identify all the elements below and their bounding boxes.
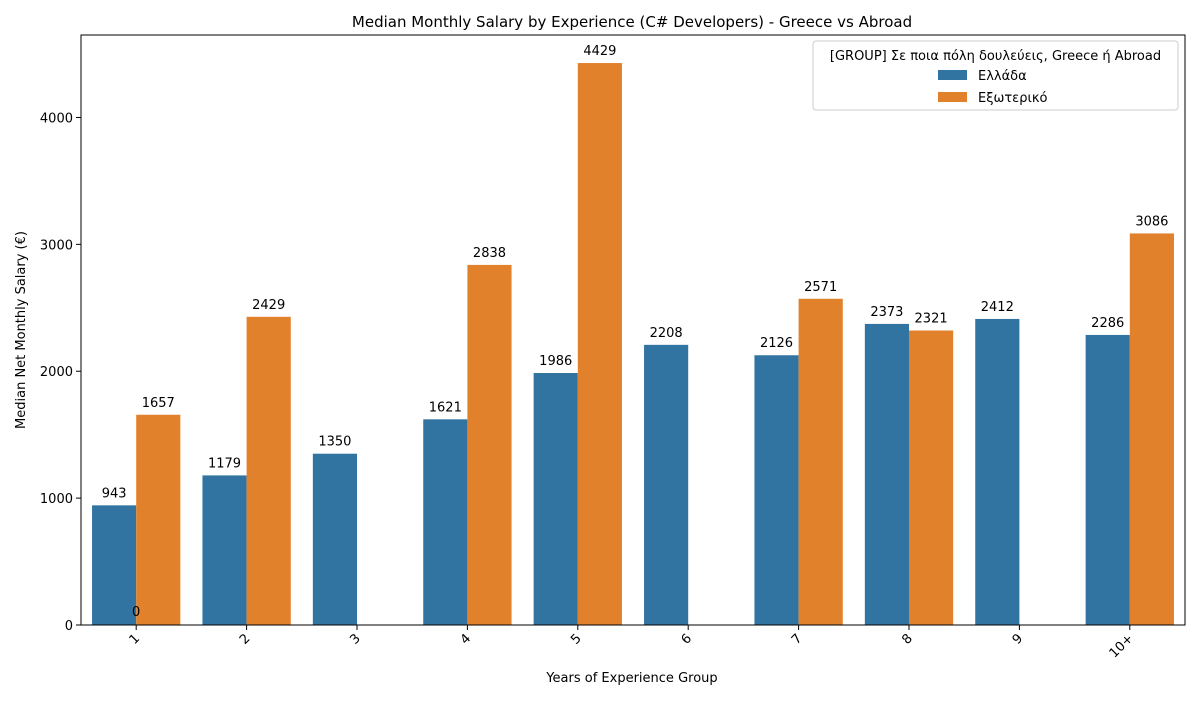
x-tick-label: 9 bbox=[1010, 631, 1026, 647]
bar-greece bbox=[423, 419, 468, 625]
legend-box bbox=[812, 40, 1179, 111]
bar-greece bbox=[92, 505, 137, 625]
data-label: 1621 bbox=[429, 400, 462, 415]
bar-greece bbox=[202, 475, 247, 625]
data-label: 1657 bbox=[142, 396, 175, 411]
data-label: 2286 bbox=[1091, 316, 1124, 331]
bar-greece bbox=[533, 373, 578, 625]
legend-title: [GROUP] Σε ποια πόλη δουλεύεις, Greece ή… bbox=[830, 49, 1161, 64]
data-label: 2321 bbox=[915, 312, 948, 327]
bar-abroad bbox=[909, 330, 954, 625]
x-tick-label: 4 bbox=[458, 631, 474, 647]
legend-swatch bbox=[938, 92, 967, 102]
data-label: 4429 bbox=[583, 44, 616, 59]
data-label: 943 bbox=[102, 486, 127, 501]
legend-label: Εξωτερικό bbox=[978, 91, 1048, 106]
x-tick-label: 1 bbox=[127, 631, 143, 647]
bar-abroad bbox=[577, 63, 622, 626]
x-tick-label: 5 bbox=[568, 631, 584, 647]
bar-greece bbox=[864, 323, 909, 625]
data-label: 1350 bbox=[318, 435, 351, 450]
bar-abroad bbox=[467, 264, 512, 625]
x-tick-label: 8 bbox=[899, 631, 915, 647]
x-axis-label: Years of Experience Group bbox=[545, 671, 717, 686]
data-label: 2208 bbox=[650, 326, 683, 341]
bar-greece bbox=[1085, 334, 1130, 625]
bar-greece bbox=[975, 318, 1020, 625]
y-tick-label: 2000 bbox=[40, 365, 73, 380]
bar-abroad bbox=[798, 298, 843, 625]
y-tick-label: 0 bbox=[65, 619, 73, 634]
data-label: 2373 bbox=[870, 305, 903, 320]
bar-abroad bbox=[136, 414, 181, 625]
data-label: 3086 bbox=[1135, 214, 1168, 229]
annotation-label: 0 bbox=[132, 605, 140, 620]
data-label: 2412 bbox=[981, 300, 1014, 315]
bar-abroad bbox=[1129, 233, 1174, 626]
bar-greece bbox=[312, 453, 357, 625]
x-tick-label: 2 bbox=[237, 631, 253, 647]
legend-swatch bbox=[938, 70, 967, 80]
y-axis-label: Median Net Monthly Salary (€) bbox=[14, 231, 29, 429]
x-tick-label: 10+ bbox=[1107, 631, 1137, 661]
chart-title: Median Monthly Salary by Experience (C# … bbox=[352, 13, 912, 31]
data-label: 2838 bbox=[473, 246, 506, 261]
y-tick-label: 1000 bbox=[40, 492, 73, 507]
x-tick-label: 7 bbox=[789, 631, 805, 647]
bar-greece bbox=[754, 355, 799, 625]
data-label: 2429 bbox=[252, 298, 285, 313]
data-label: 1986 bbox=[539, 354, 572, 369]
plot-frame bbox=[80, 34, 1186, 626]
y-tick-label: 3000 bbox=[40, 238, 73, 253]
data-label: 2126 bbox=[760, 336, 793, 351]
legend-label: Ελλάδα bbox=[978, 69, 1027, 84]
data-label: 2571 bbox=[804, 280, 837, 295]
plot-area: 943 1657 1179 2429 1350 1621 2838 1986 4429 2208 2… bbox=[92, 44, 1174, 626]
x-tick-label: 6 bbox=[679, 631, 695, 647]
bar-abroad bbox=[246, 316, 291, 625]
x-tick-label: 3 bbox=[347, 631, 363, 647]
y-tick-label: 4000 bbox=[40, 111, 73, 126]
bar-greece bbox=[644, 344, 689, 625]
data-label: 1179 bbox=[208, 456, 241, 471]
legend: [GROUP] Σε ποια πόλη δουλεύεις, Greece ή… bbox=[812, 40, 1179, 111]
